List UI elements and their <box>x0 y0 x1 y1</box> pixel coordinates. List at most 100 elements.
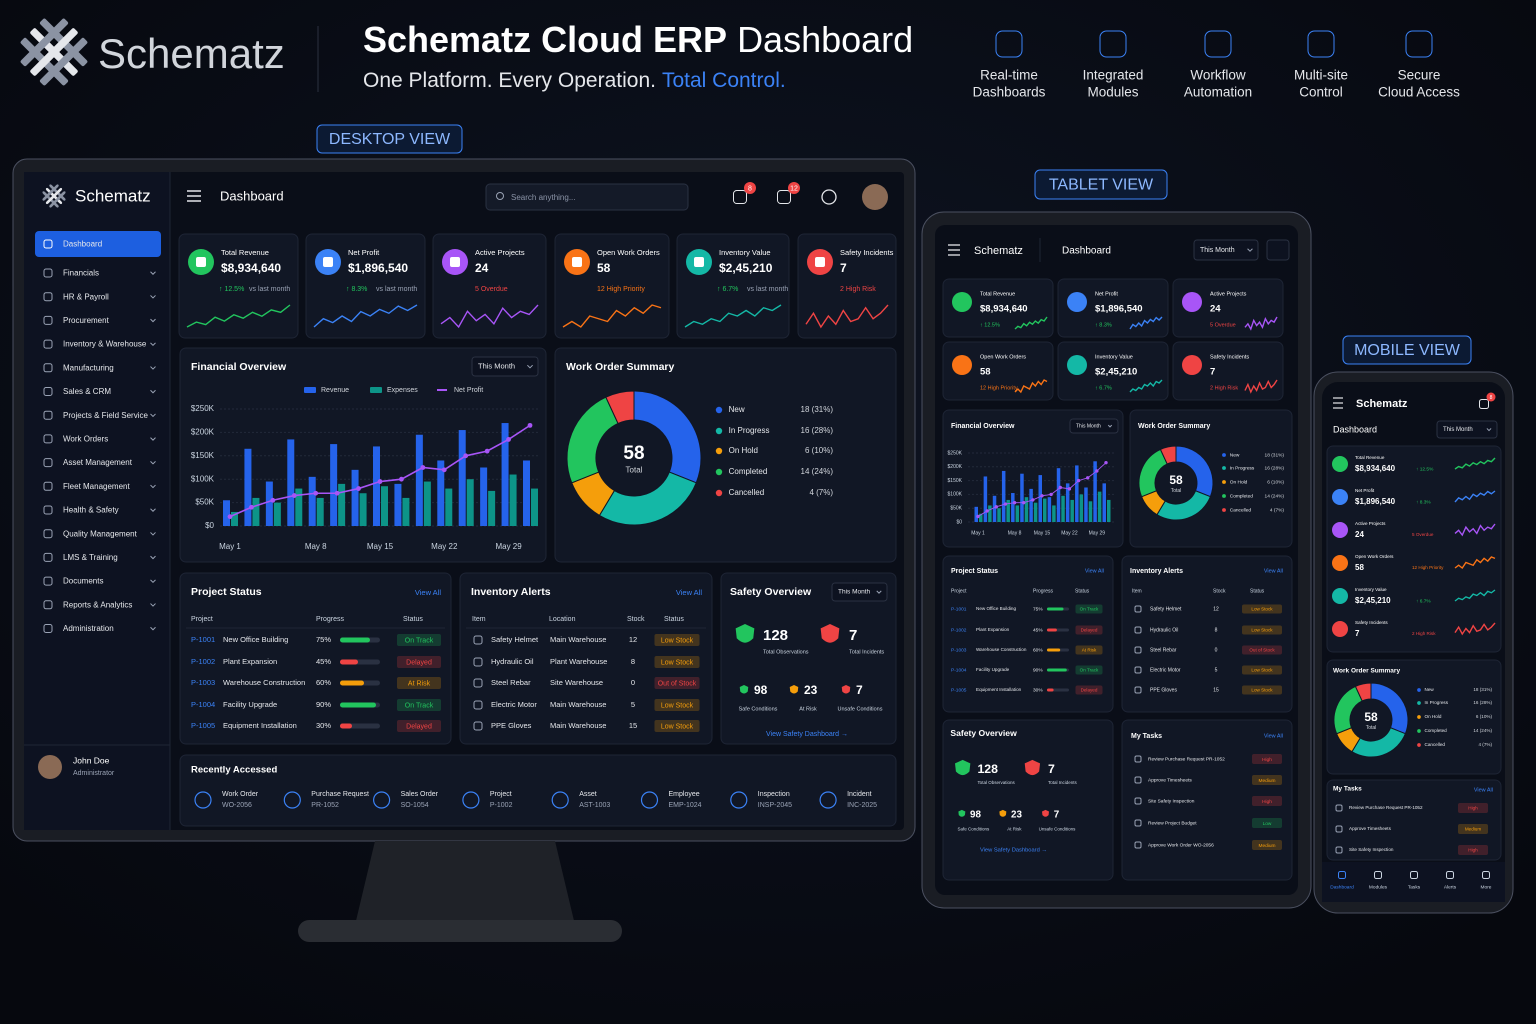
bottom-nav-item[interactable]: Modules <box>1369 884 1388 890</box>
nav-item[interactable]: Quality Management <box>63 529 138 538</box>
recent-type[interactable]: Employee <box>669 791 700 798</box>
view-all-link[interactable]: View All <box>1085 568 1104 574</box>
item-stock: 5 <box>631 700 635 709</box>
period-select[interactable] <box>831 582 888 602</box>
nav-item[interactable]: Health & Safety <box>63 506 119 515</box>
legend-label: Cancelled <box>1230 507 1252 513</box>
logo-mark <box>39 37 88 86</box>
icon <box>551 791 569 809</box>
task-name[interactable]: Approve Timesheets <box>1148 777 1192 783</box>
bar <box>488 490 496 526</box>
view-all-link[interactable]: View All <box>1264 568 1283 574</box>
nav-item[interactable]: Projects & Field Service <box>63 411 148 420</box>
nav-item[interactable]: Asset Management <box>63 458 133 467</box>
task-name[interactable]: Site Safety Inspection <box>1148 798 1195 804</box>
legend-label: Net Profit <box>454 387 483 394</box>
kpi-note: 12 High Priority <box>597 286 645 293</box>
bottom-nav-item[interactable]: Alerts <box>1444 884 1457 890</box>
kpi-title: Inventory Value <box>1355 587 1387 592</box>
period-select[interactable] <box>471 356 539 377</box>
recent-type[interactable]: Work Order <box>222 791 259 798</box>
stat-label: Total Observations <box>763 649 809 655</box>
task-name[interactable]: Review Project Budget <box>1148 820 1197 826</box>
bar <box>330 444 338 526</box>
shield-icon <box>955 759 971 776</box>
nav-item[interactable]: Reports & Analytics <box>63 600 132 609</box>
bar <box>231 511 238 526</box>
period-select[interactable] <box>1436 420 1498 439</box>
status-label: Delayed <box>406 723 432 730</box>
line-point <box>1086 476 1090 480</box>
recent-type[interactable]: Incident <box>847 791 872 798</box>
period-label[interactable]: This Month <box>1076 423 1101 429</box>
monitor-stand <box>355 841 575 925</box>
recent-type[interactable]: Sales Order <box>401 791 439 798</box>
nav-item[interactable]: HR & Payroll <box>63 292 109 301</box>
project-name: Plant Expansion <box>976 627 1010 632</box>
nav-item[interactable]: Administration <box>63 624 114 633</box>
safety-link[interactable]: View Safety Dashboard → <box>766 731 848 738</box>
period-select[interactable] <box>1193 239 1259 261</box>
donut-segment <box>633 390 702 484</box>
task-name[interactable]: Review Purchase Request PR-1052 <box>1349 805 1423 810</box>
icon <box>43 600 53 610</box>
nav-item[interactable]: Procurement <box>63 316 110 325</box>
view-all-link[interactable]: View All <box>676 588 702 597</box>
period-label[interactable]: This Month <box>838 589 871 596</box>
task-name[interactable]: Approve Work Order WO-2056 <box>1148 842 1214 848</box>
bottom-nav-item[interactable]: More <box>1481 884 1492 890</box>
bar <box>997 508 1001 522</box>
nav-item[interactable]: Fleet Management <box>63 482 130 491</box>
stat-label: Safe Conditions <box>739 706 778 712</box>
notif-badge <box>744 182 756 194</box>
icon <box>43 268 53 278</box>
nav-item[interactable]: Financials <box>63 269 99 278</box>
period-label[interactable]: This Month <box>478 361 515 370</box>
icon <box>730 791 748 809</box>
panel-title: Work Order Summary <box>1138 423 1210 430</box>
nav-item[interactable]: Manufacturing <box>63 363 114 372</box>
financial-panel <box>179 347 547 563</box>
project-id: P-1005 <box>951 687 967 693</box>
donut-total-label: Total <box>626 465 643 474</box>
bottom-nav-item[interactable]: Tasks <box>1408 884 1421 890</box>
search-box[interactable] <box>485 183 689 211</box>
bottom-nav-item[interactable]: Dashboard <box>1330 884 1354 890</box>
sparkline <box>1244 379 1278 394</box>
recent-type[interactable]: Inspection <box>758 791 790 798</box>
sparkline <box>1129 316 1163 330</box>
line-point <box>356 486 361 491</box>
safety-link[interactable]: View Safety Dashboard → <box>980 848 1047 854</box>
bar <box>1043 498 1047 522</box>
progress-label: 75% <box>1033 606 1043 612</box>
nav-item[interactable]: LMS & Training <box>63 553 118 562</box>
filter-button[interactable] <box>1266 239 1290 261</box>
task-name[interactable]: Review Purchase Request PR-1052 <box>1148 756 1225 762</box>
nav-item[interactable]: Inventory & Warehouse <box>63 340 147 349</box>
task-name[interactable]: Site Safety Inspection <box>1349 847 1394 852</box>
task-name[interactable]: Approve Timesheets <box>1349 826 1392 831</box>
nav-item[interactable]: Work Orders <box>63 435 108 444</box>
view-badge <box>1034 169 1168 200</box>
feature-label: Modules <box>1087 85 1138 100</box>
recent-type[interactable]: Purchase Request <box>311 791 369 798</box>
bar <box>265 481 273 526</box>
nav-item[interactable]: Sales & CRM <box>63 387 111 396</box>
chevron <box>150 579 156 584</box>
period-label[interactable]: This Month <box>1200 247 1235 254</box>
nav-item[interactable]: Documents <box>63 577 103 586</box>
view-all-link[interactable]: View All <box>1264 733 1283 739</box>
y-tick-label: $200K <box>948 464 963 470</box>
period-select[interactable] <box>1069 418 1119 434</box>
recent-type[interactable]: Asset <box>579 791 597 798</box>
panel-title: Project Status <box>191 586 262 598</box>
nav-item[interactable]: Dashboard <box>63 240 102 249</box>
sparkline <box>1454 622 1496 636</box>
project-id: P-1005 <box>191 721 215 730</box>
column-header: Progress <box>316 616 345 623</box>
recent-type[interactable]: Project <box>490 791 512 798</box>
legend-value: 18 (31%) <box>801 405 834 414</box>
period-label[interactable]: This Month <box>1443 427 1473 433</box>
view-all-link[interactable]: View All <box>415 588 441 597</box>
view-all-link[interactable]: View All <box>1474 787 1493 793</box>
